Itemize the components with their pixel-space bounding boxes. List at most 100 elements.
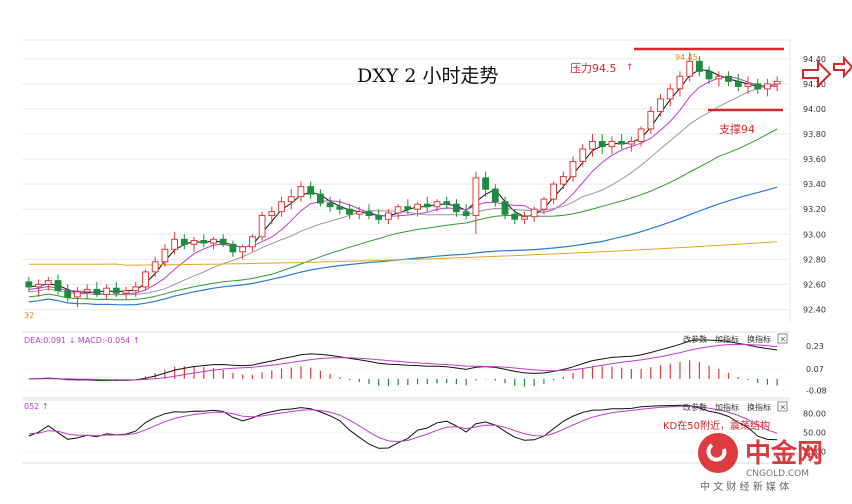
main-ytick-label: 94.00 xyxy=(803,105,826,114)
macd-axis: 0.23 0.07 -0.08 xyxy=(806,342,827,395)
macd-header: DEA:0.091 ↓ MACD:-0.054 ↑ xyxy=(24,336,140,345)
candle-body xyxy=(666,88,674,100)
candle-body xyxy=(530,208,538,218)
main-price-axis: 94.40 94.20 94.00 93.80 93.60 93.40 93.20 93.00… xyxy=(803,55,826,315)
main-ytick-label: 92.40 xyxy=(803,305,826,314)
candle-body xyxy=(443,201,451,205)
macd-button-2[interactable]: 加指标 xyxy=(715,334,739,344)
candle-body xyxy=(268,211,276,216)
candle-body xyxy=(122,290,130,294)
candle-body xyxy=(258,215,266,238)
candle-body xyxy=(744,83,752,87)
kdj-button-1[interactable]: 改参数 xyxy=(683,402,707,412)
candle-body xyxy=(93,288,101,295)
candlestick-series xyxy=(25,52,781,307)
logo-circle-icon xyxy=(698,433,738,473)
candle-body xyxy=(307,186,315,195)
support-label: 支撑94 xyxy=(719,122,755,136)
candle-body xyxy=(44,280,52,285)
candle-body xyxy=(589,141,596,150)
macd-histogram xyxy=(37,360,778,387)
candle-body xyxy=(200,240,208,244)
candle-body xyxy=(521,216,528,220)
candle-body xyxy=(647,110,655,130)
candle-body xyxy=(754,83,762,90)
macd-lines xyxy=(28,339,778,381)
candle-body xyxy=(229,243,237,253)
candle-body xyxy=(64,290,72,298)
ma-line-gray xyxy=(28,84,778,296)
candle-body xyxy=(297,186,305,198)
candle-body xyxy=(210,238,217,244)
candle-body xyxy=(491,188,499,203)
candle-body xyxy=(171,238,178,250)
candle-body xyxy=(734,80,742,87)
kdj-close-glyph: × xyxy=(780,403,787,412)
main-ytick-label: 93.60 xyxy=(803,155,826,164)
kdj-ytick-label: 20.00 xyxy=(803,448,826,457)
candle-body xyxy=(112,287,120,294)
main-panel xyxy=(22,39,791,322)
kdj-d-line xyxy=(28,405,778,443)
candle-body xyxy=(103,287,110,296)
kdj-button-2[interactable]: 加指标 xyxy=(715,402,739,412)
candle-body xyxy=(705,70,713,80)
candle-body xyxy=(385,212,392,220)
candle-body xyxy=(482,177,490,190)
chart-title: DXY 2 小时走势 xyxy=(357,65,498,87)
candle-body xyxy=(598,141,606,147)
macd-ytick-label: -0.08 xyxy=(806,386,827,395)
kdj-close-icon[interactable] xyxy=(777,401,788,412)
candle-body xyxy=(278,201,285,213)
candle-body xyxy=(559,176,567,185)
macd-buttons: 改参数 加指标 换指标 × xyxy=(683,333,788,344)
candle-body xyxy=(676,75,684,90)
candle-body xyxy=(686,60,694,77)
candle-body xyxy=(132,286,140,292)
kdj-header: 052 ↑ xyxy=(24,402,49,411)
candle-body xyxy=(579,148,587,162)
candle-body xyxy=(764,83,771,90)
candle-body xyxy=(433,201,441,208)
watermark-tagline: 中 文 财 经 新 媒 体 xyxy=(700,480,789,493)
candle-body xyxy=(326,202,334,208)
macd-panel xyxy=(22,331,790,399)
watermark-logo: 中金网 CNGOLD.COM xyxy=(698,433,823,479)
candle-body xyxy=(249,236,256,248)
candle-body xyxy=(511,213,519,220)
main-ytick-label: 93.80 xyxy=(803,130,826,139)
macd-grid xyxy=(22,345,790,391)
main-ytick-label: 93.40 xyxy=(803,180,826,189)
moving-average-lines xyxy=(28,69,778,306)
candle-body xyxy=(346,208,353,215)
candle-body xyxy=(472,177,480,216)
candle-body xyxy=(355,211,363,215)
macd-close-icon[interactable] xyxy=(777,333,788,344)
kdj-buttons: 改参数 加指标 换指标 × xyxy=(683,401,788,412)
kdj-annotation: KD在50附近，震荡结构 xyxy=(663,419,770,432)
watermark-brand: 中金网 xyxy=(745,438,823,469)
arrow-right-icon xyxy=(802,59,832,89)
candle-body xyxy=(773,80,781,85)
macd-ytick-label: 0.07 xyxy=(806,365,824,374)
candle-body xyxy=(180,238,188,245)
candle-body xyxy=(25,281,33,288)
macd-close-glyph: × xyxy=(780,335,787,344)
candle-body xyxy=(404,206,412,210)
kdj-button-3[interactable]: 换指标 xyxy=(747,402,771,412)
main-ytick-label: 94.40 xyxy=(803,55,826,64)
macd-button-1[interactable]: 改参数 xyxy=(683,334,707,344)
kdj-grid xyxy=(22,413,790,452)
low-mark-label: 32 xyxy=(24,311,34,320)
candle-body xyxy=(725,75,732,82)
candle-body xyxy=(501,201,509,215)
main-ytick-label: 93.20 xyxy=(803,205,826,214)
macd-button-3[interactable]: 换指标 xyxy=(747,334,771,344)
candle-body xyxy=(161,248,169,263)
ma-line-green xyxy=(28,128,778,301)
candle-body xyxy=(35,283,43,288)
watermark-url: CNGOLD.COM xyxy=(746,469,809,479)
ma-line-magenta xyxy=(28,76,778,296)
